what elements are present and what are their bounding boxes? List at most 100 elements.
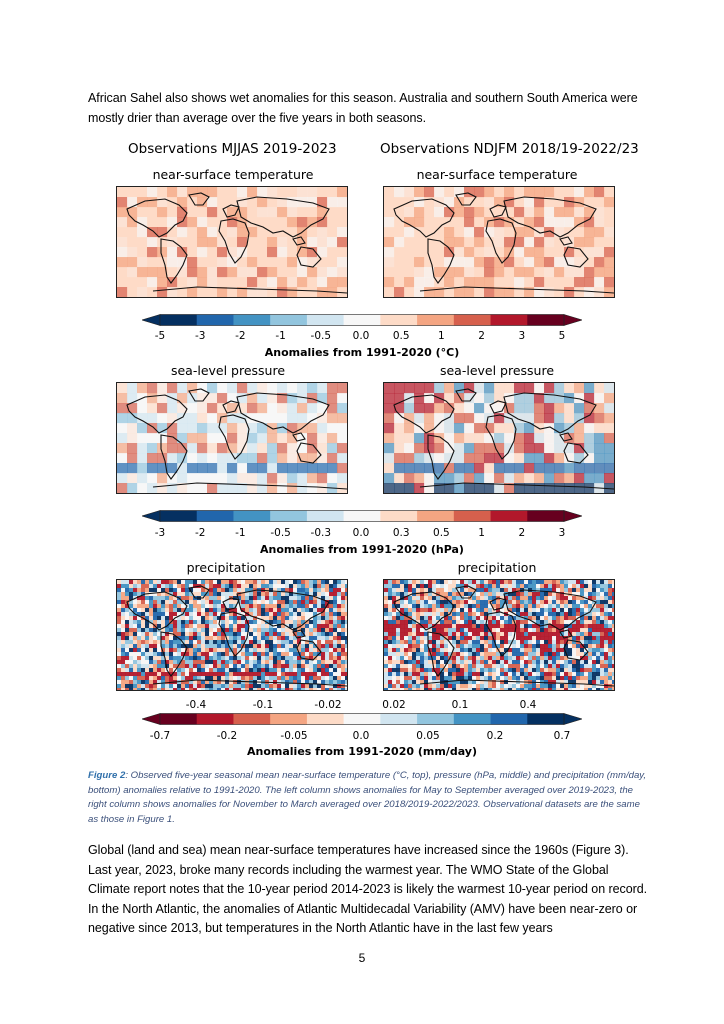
tick: -0.05 xyxy=(280,730,308,742)
coastline xyxy=(126,394,188,434)
body-paragraph: Global (land and sea) mean near-surface … xyxy=(88,843,648,935)
figure-caption: Figure 2: Observed five-year seasonal me… xyxy=(88,769,648,827)
figure-label: Figure 2 xyxy=(88,770,126,781)
colorbar-swatch xyxy=(417,713,455,725)
slp-map-ndjfm xyxy=(383,382,615,494)
colorbar-swatch xyxy=(343,510,381,522)
precip-colorbar xyxy=(142,713,582,725)
temp-colorbar-label: Anomalies from 1991-2020 (°C) xyxy=(264,346,460,359)
coastline xyxy=(292,629,306,639)
colorbar-frame xyxy=(159,713,565,725)
caption-text: : Observed five-year seasonal mean near-… xyxy=(88,770,647,825)
coastline xyxy=(419,286,614,294)
temp-colorbar-ticks: -5 -3 -2 -1 -0.5 0.0 0.5 1 2 3 5 xyxy=(155,330,566,344)
coastline xyxy=(485,611,517,657)
colorbar-swatch xyxy=(417,510,455,522)
tick: 0.5 xyxy=(392,330,410,342)
colorbar-swatch xyxy=(270,713,308,725)
coastline xyxy=(218,611,250,657)
colorbar-swatch xyxy=(417,314,455,326)
map-field xyxy=(117,187,347,297)
map-field xyxy=(384,580,614,690)
coastline xyxy=(427,238,455,284)
tick: 3 xyxy=(518,330,526,342)
colorbar-extend-high xyxy=(563,314,582,326)
colorbar-swatch xyxy=(527,713,565,725)
colorbar-swatch xyxy=(490,713,528,725)
coastline xyxy=(559,432,573,442)
tick: 0.1 xyxy=(451,699,469,711)
coastline xyxy=(236,392,330,434)
colorbar-swatch xyxy=(343,713,381,725)
tick: 0.7 xyxy=(553,730,571,742)
tick: 2 xyxy=(478,330,485,342)
coastline xyxy=(126,198,188,238)
map-field xyxy=(117,580,347,690)
tick: -0.5 xyxy=(310,330,332,342)
colorbar-swatch xyxy=(270,314,308,326)
coastline xyxy=(503,589,597,631)
slp-left-title: sea-level pressure xyxy=(170,363,286,378)
colorbar-extend-low xyxy=(142,713,161,725)
colorbar-swatch xyxy=(160,510,198,522)
colorbar-swatch xyxy=(306,713,344,725)
colorbar-swatch xyxy=(196,314,234,326)
temp-map-mjjas xyxy=(116,186,348,298)
tick: -0.7 xyxy=(149,730,171,742)
coastline xyxy=(160,434,188,480)
coastline xyxy=(152,679,347,687)
precip-map-ndjfm xyxy=(383,579,615,691)
coastline xyxy=(393,198,455,238)
tick: 1 xyxy=(478,527,485,539)
colorbar-extend-high xyxy=(563,713,582,725)
tick: -0.3 xyxy=(310,527,332,539)
colorbar-swatch xyxy=(196,713,234,725)
coastline xyxy=(296,442,322,464)
colorbar-swatch xyxy=(233,314,271,326)
tick: 3 xyxy=(558,527,566,539)
tick: -2 xyxy=(194,527,206,539)
precip-colorbar-label: Anomalies from 1991-2020 (mm/day) xyxy=(247,745,477,758)
coastline xyxy=(503,196,597,238)
tick: 0.05 xyxy=(416,730,440,742)
slp-right-title: sea-level pressure xyxy=(439,363,555,378)
coastline xyxy=(393,394,455,434)
colorbar-swatch xyxy=(160,713,198,725)
colorbar-swatch xyxy=(306,314,344,326)
tick: -0.2 xyxy=(216,730,238,742)
coastline xyxy=(489,204,507,218)
colorbar-swatch xyxy=(160,314,198,326)
tick: 0.4 xyxy=(519,699,537,711)
slp-colorbar-ticks: -3 -2 -1 -0.5 -0.3 0.0 0.3 0.5 1 2 3 xyxy=(155,527,566,541)
coastline xyxy=(489,597,507,611)
coastline xyxy=(419,679,614,687)
intro-paragraph: African Sahel also shows wet anomalies f… xyxy=(88,91,638,125)
tick: 2 xyxy=(518,527,526,539)
coastline xyxy=(236,196,330,238)
tick: 0.0 xyxy=(352,730,370,742)
coastline xyxy=(427,631,455,677)
colorbar-frame xyxy=(159,314,565,326)
tick: -2 xyxy=(235,330,246,342)
coastline xyxy=(563,639,589,661)
tick: 1 xyxy=(438,330,445,342)
tick: -1 xyxy=(275,330,286,342)
colorbar-swatch xyxy=(343,314,381,326)
slp-colorbar xyxy=(142,510,582,522)
temp-left-title: near-surface temperature xyxy=(152,167,314,182)
colorbar-swatch xyxy=(527,510,565,522)
tick: -0.02 xyxy=(314,699,342,711)
tick: 0.02 xyxy=(382,699,406,711)
coastline xyxy=(218,414,250,460)
coastline xyxy=(393,591,455,631)
colorbar-extend-low xyxy=(142,510,161,522)
tick: 0.0 xyxy=(352,527,370,539)
colorbar-swatch xyxy=(490,510,528,522)
colorbar-extend-high xyxy=(563,510,582,522)
coastline xyxy=(427,434,455,480)
coastline xyxy=(455,388,477,402)
left-column-title: Observations MJJAS 2019-2023 xyxy=(128,141,337,157)
colorbar-swatch xyxy=(490,314,528,326)
precip-colorbar-ticks-top: -0.4 -0.1 -0.02 0.02 0.1 0.4 xyxy=(160,699,562,713)
tick: 0.3 xyxy=(392,527,410,539)
